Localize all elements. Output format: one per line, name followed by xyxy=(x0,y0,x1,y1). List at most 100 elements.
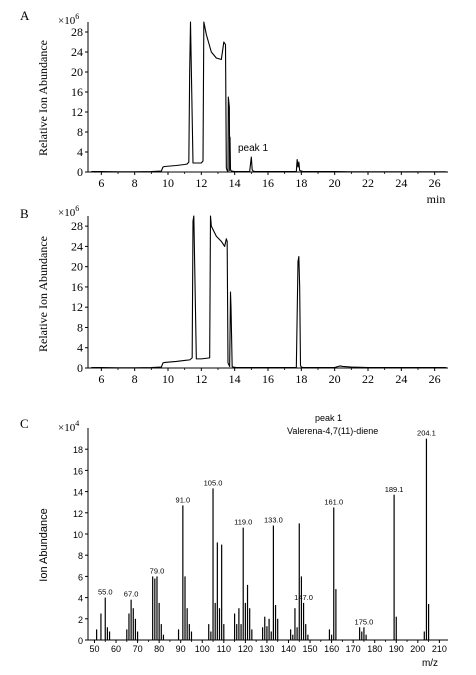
panel-c-x-tick-label: 190 xyxy=(389,644,404,654)
panel-b-x-tick-label: 8 xyxy=(132,372,138,386)
panel-c-y-tick-label: 10 xyxy=(73,530,83,540)
panel-c-x-tick-label: 150 xyxy=(303,644,318,654)
panel-c-peak-label: 175.0 xyxy=(355,617,374,626)
panel-b-y-tick-label: 24 xyxy=(71,239,83,253)
panel-a-y-tick-label: 4 xyxy=(77,145,83,159)
panel-c-y-tick-label: 4 xyxy=(78,594,83,604)
panel-a-y-tick-label: 12 xyxy=(71,105,83,119)
panel-c-y-tick-label: 8 xyxy=(78,551,83,561)
panel-c-peak-label: 79.0 xyxy=(150,566,165,575)
panel-c-y-tick-label: 2 xyxy=(78,615,83,625)
panel-c-x-tick-label: 50 xyxy=(89,644,99,654)
panel-b-y-tick-label: 12 xyxy=(71,300,83,314)
panel-c-peak-label: 189.1 xyxy=(385,485,404,494)
panel-c-title-line1: peak 1 xyxy=(315,413,342,423)
panel-b-x-tick-label: 10 xyxy=(162,372,174,386)
panel-c-x-tick-label: 200 xyxy=(410,644,425,654)
panel-a-y-tick-label: 16 xyxy=(71,85,83,99)
panel-a-multiplier: ×106 xyxy=(58,12,79,27)
panel-b-x-tick-label: 18 xyxy=(295,372,307,386)
panel-a-trace xyxy=(91,21,447,173)
panel-c-x-tick-label: 60 xyxy=(111,644,121,654)
panel-a-x-tick-label: 18 xyxy=(295,176,307,190)
panel-b-y-tick-label: 16 xyxy=(71,280,83,294)
panel-c-y-tick-label: 12 xyxy=(73,509,83,519)
panel-a: A Relative Ion Abundance ×106 min 0 4 8 12 1… xyxy=(20,8,448,206)
panel-c-peak-label: 133.0 xyxy=(264,516,283,525)
panel-a-x-tick-label: 6 xyxy=(98,176,104,190)
panel-c-x-tick-label: 120 xyxy=(238,644,253,654)
panel-c-x-tick-label: 210 xyxy=(432,644,447,654)
panel-a-label: A xyxy=(20,8,30,23)
panel-b-x-tick-label: 12 xyxy=(195,372,207,386)
panel-a-x-tick-label: 22 xyxy=(362,176,374,190)
panel-a-y-tick-label: 28 xyxy=(71,25,83,39)
panel-a-x-tick-label: 8 xyxy=(132,176,138,190)
panel-c-x-tick-label: 160 xyxy=(324,644,339,654)
panel-b-x-tick-label: 22 xyxy=(362,372,374,386)
panel-a-ylabel: Relative Ion Abundance xyxy=(36,40,50,156)
panel-b-y-tick-label: 20 xyxy=(71,260,83,274)
panel-b-y-tick-label: 0 xyxy=(77,361,83,375)
panel-c-y-tick-label: 16 xyxy=(73,466,83,476)
panel-b-label: B xyxy=(20,206,29,221)
panel-c-x-tick-label: 100 xyxy=(195,644,210,654)
panel-c-label: C xyxy=(20,416,29,431)
panel-c-x-tick-label: 80 xyxy=(154,644,164,654)
panel-a-plot xyxy=(91,21,447,173)
panel-c-peak-label: 204.1 xyxy=(417,429,436,438)
panel-c-peak-label: 161.0 xyxy=(324,498,343,507)
panel-b: B Relative Ion Abundance ×106 0 4 8 12 16 20 2… xyxy=(20,204,448,386)
panel-c-plot: 55.0 67.0 79.0 91.0 105.0 119.0 133.0 147.0 161.… xyxy=(96,429,436,640)
panel-b-x-tick-label: 16 xyxy=(262,372,274,386)
panel-b-ylabel: Relative Ion Abundance xyxy=(36,236,50,352)
panel-c-y-tick-label: 18 xyxy=(73,445,83,455)
panel-c-xlabel: m/z xyxy=(422,658,438,669)
panel-c-peak-label: 119.0 xyxy=(234,518,252,527)
panel-c: C Ion Abundance ×104 peak 1 Valerena-4,7… xyxy=(20,413,448,669)
panel-b-x-tick-label: 26 xyxy=(429,372,441,386)
panel-a-x-tick-label: 16 xyxy=(262,176,274,190)
panel-c-x-tick-label: 70 xyxy=(133,644,143,654)
panel-a-axes: 0 4 8 12 16 20 24 28 6 8 10 12 14 16 18 20 22 24 26 xyxy=(71,22,448,190)
panel-a-y-tick-label: 0 xyxy=(77,165,83,179)
panel-b-y-tick-label: 8 xyxy=(77,320,83,334)
panel-c-peak-label: 91.0 xyxy=(176,495,191,504)
panel-c-peak-label: 67.0 xyxy=(124,590,139,599)
panel-b-y-tick-label: 4 xyxy=(77,341,83,355)
panel-a-x-tick-label: 10 xyxy=(162,176,174,190)
panel-a-y-tick-label: 20 xyxy=(71,65,83,79)
panel-c-axes: 0 2 4 6 8 10 12 14 16 18 50 60 70 80 90 100 110 120 130 140… xyxy=(73,428,448,654)
panel-c-x-tick-label: 110 xyxy=(217,644,231,654)
panel-c-x-tick-label: 90 xyxy=(176,644,186,654)
panel-c-peak-label: 147.0 xyxy=(294,593,313,602)
panel-c-x-tick-label: 170 xyxy=(346,644,361,654)
panel-a-x-tick-label: 12 xyxy=(195,176,207,190)
panel-a-annotation: peak 1 xyxy=(238,143,268,154)
panel-c-peak-label: 105.0 xyxy=(204,478,223,487)
panel-c-x-tick-label: 180 xyxy=(367,644,382,654)
panel-a-xlabel: min xyxy=(427,192,446,206)
panel-a-y-tick-label: 24 xyxy=(71,45,83,59)
panel-b-x-tick-label: 20 xyxy=(329,372,341,386)
panel-a-x-tick-label: 24 xyxy=(395,176,407,190)
panel-b-plot xyxy=(91,215,447,369)
panel-a-x-tick-label: 20 xyxy=(329,176,341,190)
panel-c-multiplier: ×104 xyxy=(58,419,79,434)
panel-c-x-tick-label: 130 xyxy=(259,644,274,654)
panel-b-x-tick-label: 14 xyxy=(229,372,241,386)
panel-b-x-tick-label: 24 xyxy=(395,372,407,386)
panel-a-x-tick-label: 14 xyxy=(229,176,241,190)
panel-c-y-tick-label: 6 xyxy=(78,572,83,582)
panel-b-y-tick-label: 28 xyxy=(71,219,83,233)
panel-a-y-tick-label: 8 xyxy=(77,125,83,139)
panel-c-title-line2: Valerena-4,7(11)-diene xyxy=(287,426,378,436)
panel-c-ylabel: Ion Abundance xyxy=(38,508,50,581)
panel-c-x-tick-label: 140 xyxy=(281,644,296,654)
panel-b-trace xyxy=(91,215,447,369)
panel-b-axes: 0 4 8 12 16 20 24 28 6 8 10 12 14 16 18 20 22 24 26 xyxy=(71,216,448,386)
panel-c-y-tick-label: 14 xyxy=(73,488,83,498)
panel-b-x-tick-label: 6 xyxy=(98,372,104,386)
panel-b-multiplier: ×106 xyxy=(58,204,79,219)
